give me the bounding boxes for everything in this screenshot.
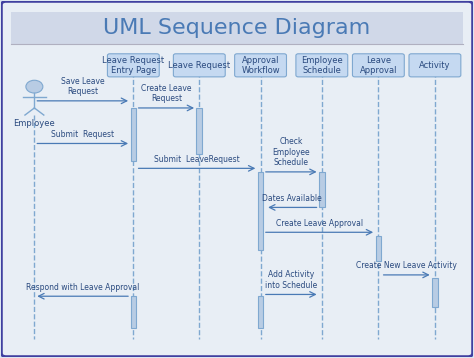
- Text: Create Leave Approval: Create Leave Approval: [276, 219, 363, 228]
- Circle shape: [26, 80, 43, 93]
- FancyBboxPatch shape: [235, 54, 286, 77]
- Bar: [258, 172, 264, 250]
- Bar: [130, 108, 136, 161]
- FancyBboxPatch shape: [409, 54, 461, 77]
- Text: Respond with Leave Approval: Respond with Leave Approval: [26, 282, 139, 292]
- Text: Create New Leave Activity: Create New Leave Activity: [356, 261, 457, 270]
- Text: Approval
Workflow: Approval Workflow: [241, 55, 280, 75]
- Bar: [375, 236, 381, 261]
- Text: Submit  LeaveRequest: Submit LeaveRequest: [154, 155, 240, 164]
- Bar: [197, 108, 202, 154]
- Text: Employee
Schedule: Employee Schedule: [301, 55, 343, 75]
- Text: Leave Request
Entry Page: Leave Request Entry Page: [102, 55, 164, 75]
- Bar: [258, 296, 264, 328]
- Text: Submit  Request: Submit Request: [51, 130, 114, 139]
- Text: Leave Request: Leave Request: [168, 61, 230, 70]
- FancyBboxPatch shape: [296, 54, 348, 77]
- FancyBboxPatch shape: [173, 54, 225, 77]
- Text: UML Sequence Diagram: UML Sequence Diagram: [103, 18, 371, 38]
- Bar: [432, 279, 438, 307]
- Text: Add Activity
into Schedule: Add Activity into Schedule: [265, 270, 317, 290]
- Text: Save Leave
Request: Save Leave Request: [61, 77, 104, 96]
- Text: Dates Available: Dates Available: [263, 194, 322, 203]
- Text: Activity: Activity: [419, 61, 451, 70]
- Bar: [130, 296, 136, 328]
- Text: Check
Employee
Schedule: Check Employee Schedule: [273, 137, 310, 167]
- Text: Leave
Approval: Leave Approval: [360, 55, 397, 75]
- FancyBboxPatch shape: [353, 54, 404, 77]
- Bar: [319, 172, 325, 207]
- FancyBboxPatch shape: [11, 12, 463, 44]
- Text: Employee: Employee: [13, 120, 55, 129]
- Text: Create Leave
Request: Create Leave Request: [141, 84, 191, 103]
- FancyBboxPatch shape: [108, 54, 159, 77]
